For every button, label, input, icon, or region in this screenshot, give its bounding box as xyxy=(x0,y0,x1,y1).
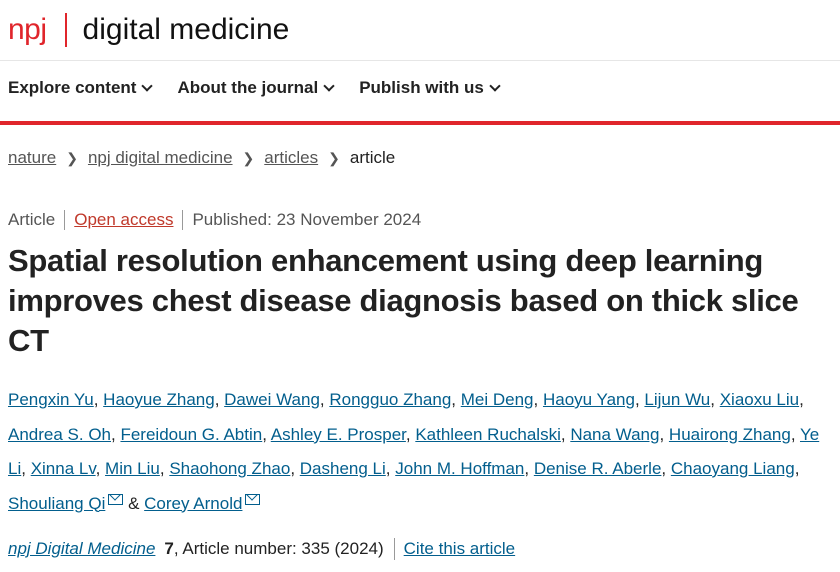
chevron-down-icon xyxy=(323,79,335,92)
breadcrumb-nature[interactable]: nature xyxy=(8,148,57,167)
author-link[interactable]: Shouliang Qi xyxy=(8,493,106,513)
author-link[interactable]: Kathleen Ruchalski xyxy=(415,424,561,444)
author-link[interactable]: Corey Arnold xyxy=(144,493,243,513)
author-link[interactable]: Xinna Lv xyxy=(30,459,96,478)
chevron-right-icon: ❯ xyxy=(328,149,340,166)
author-link[interactable]: Fereidoun G. Abtin xyxy=(120,424,263,444)
brand-bar xyxy=(0,121,840,125)
author-conjunction: & xyxy=(128,493,140,513)
author-link[interactable]: Pengxin Yu xyxy=(8,390,94,409)
author-link[interactable]: Min Liu xyxy=(105,459,160,478)
nav-label: About the journal xyxy=(177,78,319,97)
breadcrumb-journal[interactable]: npj digital medicine xyxy=(87,148,233,167)
chevron-down-icon xyxy=(489,79,501,92)
nav-explore-content[interactable]: Explore content xyxy=(8,78,154,98)
journal-logo[interactable]: npj digital medicine xyxy=(8,10,289,50)
author-list: Pengxin Yu, Haoyue Zhang, Dawei Wang, Ro… xyxy=(8,390,820,513)
logo-divider xyxy=(64,13,67,47)
divider xyxy=(182,210,184,230)
chevron-down-icon xyxy=(141,79,154,92)
mail-icon[interactable] xyxy=(108,493,124,505)
nav-about-journal[interactable]: About the journal xyxy=(177,78,335,98)
cite-this-article-link[interactable]: Cite this article xyxy=(403,539,516,558)
author-link[interactable]: Huairong Zhang xyxy=(668,424,791,444)
author-link[interactable]: Andrea S. Oh xyxy=(8,424,112,444)
nav-label: Explore content xyxy=(8,78,137,97)
author-link[interactable]: Dasheng Li xyxy=(299,459,386,478)
divider xyxy=(64,210,66,230)
breadcrumb: nature ❯ npj digital medicine ❯ articles ❯ … xyxy=(8,148,395,168)
published-date: Published: 23 November 2024 xyxy=(192,210,422,229)
open-access-link[interactable]: Open access xyxy=(74,210,174,229)
author-link[interactable]: John M. Hoffman xyxy=(395,459,525,478)
header-divider xyxy=(0,60,840,61)
breadcrumb-current: article xyxy=(349,148,396,167)
article-type: Article xyxy=(8,210,56,229)
mail-icon[interactable] xyxy=(245,493,261,505)
breadcrumb-articles[interactable]: articles xyxy=(264,148,319,167)
logo-brand: npj xyxy=(8,13,47,46)
chevron-right-icon: ❯ xyxy=(66,149,78,166)
article-title: Spatial resolution enhancement using dee… xyxy=(8,243,799,358)
article-meta: Article Open access Published: 23 Novemb… xyxy=(8,210,421,230)
nav-label: Publish with us xyxy=(359,78,484,97)
author-link[interactable]: Rongguo Zhang xyxy=(329,390,452,409)
logo-name: digital medicine xyxy=(82,13,290,46)
divider xyxy=(393,538,395,560)
journal-link[interactable]: npj Digital Medicine xyxy=(8,539,156,558)
volume: 7 xyxy=(164,539,174,558)
author-link[interactable]: Denise R. Aberle xyxy=(533,459,662,478)
author-link[interactable]: Shaohong Zhao xyxy=(169,459,291,478)
author-link[interactable]: Nana Wang xyxy=(570,424,660,444)
author-link[interactable]: Mei Deng xyxy=(460,390,534,409)
main-nav: Explore content About the journal Publis… xyxy=(8,78,525,98)
author-link[interactable]: Ashley E. Prosper xyxy=(270,424,406,444)
author-link[interactable]: Ye Li xyxy=(8,424,820,479)
author-link[interactable]: Xiaoxu Liu xyxy=(719,390,800,409)
author-link[interactable]: Dawei Wang xyxy=(224,390,320,409)
article-number: , Article number: 335 (2024) xyxy=(173,539,384,558)
nav-publish-with-us[interactable]: Publish with us xyxy=(359,78,501,98)
author-link[interactable]: Lijun Wu xyxy=(644,390,711,409)
author-link[interactable]: Chaoyang Liang xyxy=(670,459,795,478)
author-link[interactable]: Haoyue Zhang xyxy=(103,390,215,409)
author-link[interactable]: Haoyu Yang xyxy=(542,390,635,409)
citation-line: npj Digital Medicine 7 , Article number:… xyxy=(8,538,515,560)
chevron-right-icon: ❯ xyxy=(242,149,255,166)
